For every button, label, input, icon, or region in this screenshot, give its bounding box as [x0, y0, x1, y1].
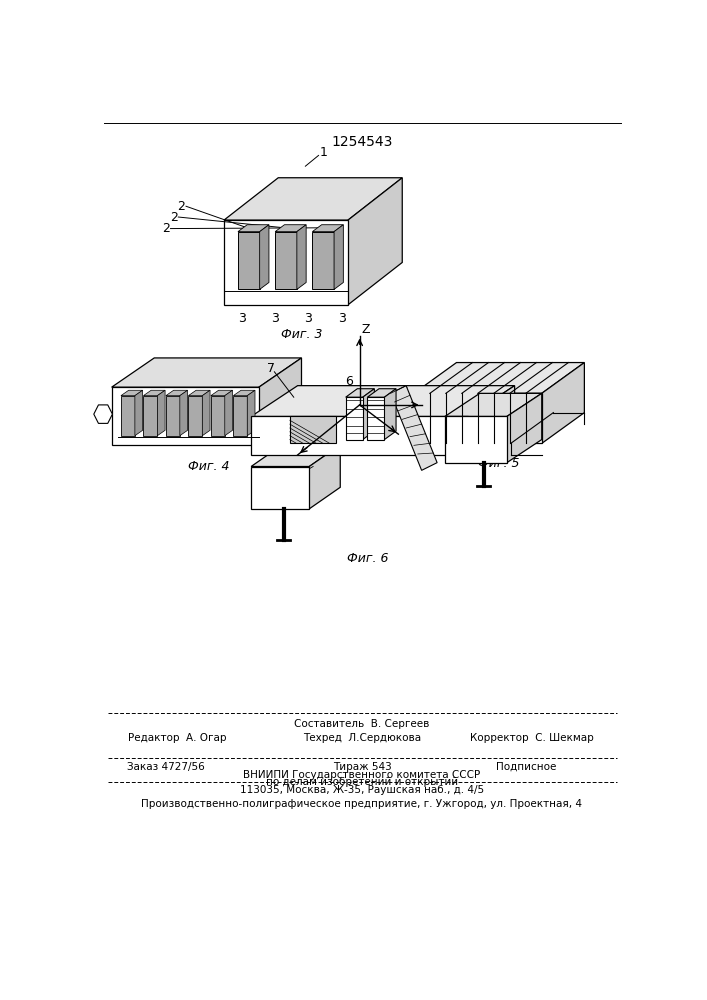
Text: 2: 2 — [170, 211, 177, 224]
Text: 3: 3 — [305, 312, 312, 325]
Polygon shape — [211, 390, 233, 396]
Polygon shape — [224, 178, 402, 220]
Polygon shape — [391, 386, 437, 470]
Text: Подписное: Подписное — [496, 762, 556, 772]
Polygon shape — [188, 396, 202, 436]
Polygon shape — [251, 386, 515, 416]
Text: 7: 7 — [267, 362, 274, 375]
Text: X: X — [425, 398, 433, 411]
Text: y': y' — [398, 435, 408, 445]
Text: 1254543: 1254543 — [332, 135, 392, 149]
Polygon shape — [414, 393, 542, 443]
Text: 2: 2 — [177, 200, 185, 213]
Polygon shape — [312, 225, 344, 232]
Polygon shape — [507, 393, 542, 463]
Polygon shape — [309, 445, 340, 509]
Polygon shape — [414, 363, 585, 393]
Polygon shape — [363, 389, 374, 440]
Polygon shape — [238, 232, 259, 289]
Polygon shape — [385, 389, 396, 440]
Polygon shape — [94, 405, 112, 423]
Text: 3: 3 — [338, 312, 346, 325]
Polygon shape — [275, 225, 306, 232]
Polygon shape — [112, 387, 259, 445]
Polygon shape — [368, 389, 396, 397]
Text: Фиг. 5: Фиг. 5 — [479, 457, 520, 470]
Polygon shape — [188, 390, 210, 396]
Text: 5: 5 — [272, 423, 280, 436]
Polygon shape — [348, 178, 402, 305]
Polygon shape — [224, 220, 348, 305]
Text: Корректор  С. Шекмар: Корректор С. Шекмар — [469, 733, 594, 743]
Polygon shape — [211, 396, 225, 436]
Polygon shape — [238, 225, 269, 232]
Text: Редактор  А. Огар: Редактор А. Огар — [128, 733, 227, 743]
Text: по делам изобретений и открытий: по делам изобретений и открытий — [266, 777, 458, 787]
Text: d: d — [279, 479, 286, 489]
Polygon shape — [259, 225, 269, 289]
Polygon shape — [135, 390, 143, 436]
Text: Z: Z — [361, 323, 370, 336]
Text: 3: 3 — [238, 312, 246, 325]
Polygon shape — [346, 389, 374, 397]
Text: 2: 2 — [162, 222, 170, 235]
Polygon shape — [166, 390, 187, 396]
Polygon shape — [312, 232, 334, 289]
Polygon shape — [247, 390, 255, 436]
Polygon shape — [233, 396, 247, 436]
Text: 6: 6 — [346, 375, 354, 388]
Text: Производственно-полиграфическое предприятие, г. Ужгород, ул. Проектная, 4: Производственно-полиграфическое предприя… — [141, 799, 583, 809]
Text: 113035, Москва, Ж-35, Раушская наб., д. 4/5: 113035, Москва, Ж-35, Раушская наб., д. … — [240, 785, 484, 795]
Polygon shape — [121, 396, 135, 436]
Polygon shape — [121, 390, 143, 396]
Polygon shape — [297, 225, 306, 289]
Polygon shape — [144, 390, 165, 396]
Polygon shape — [259, 358, 301, 445]
Text: Фиг. 4: Фиг. 4 — [188, 460, 229, 473]
Polygon shape — [202, 390, 210, 436]
Polygon shape — [112, 358, 301, 387]
Polygon shape — [445, 393, 542, 416]
Polygon shape — [290, 416, 337, 443]
Text: 3: 3 — [271, 312, 279, 325]
Polygon shape — [368, 397, 385, 440]
Text: Составитель  В. Сергеев: Составитель В. Сергеев — [294, 719, 430, 729]
Polygon shape — [251, 445, 340, 466]
Polygon shape — [144, 396, 158, 436]
Polygon shape — [225, 390, 233, 436]
Polygon shape — [166, 396, 180, 436]
Text: Техред  Л.Сердюкова: Техред Л.Сердюкова — [303, 733, 421, 743]
Text: Заказ 4727/56: Заказ 4727/56 — [127, 762, 205, 772]
Text: Тираж 543: Тираж 543 — [332, 762, 392, 772]
Polygon shape — [275, 232, 297, 289]
Polygon shape — [251, 416, 468, 455]
Polygon shape — [468, 386, 515, 455]
Polygon shape — [233, 390, 255, 396]
Polygon shape — [542, 363, 585, 443]
Text: y: y — [286, 455, 293, 468]
Polygon shape — [251, 466, 309, 509]
Text: 1: 1 — [320, 146, 327, 159]
Polygon shape — [334, 225, 344, 289]
Polygon shape — [445, 416, 507, 463]
Text: 5: 5 — [402, 386, 409, 399]
Text: Фиг. 6: Фиг. 6 — [346, 552, 388, 565]
Text: Фиг. 3: Фиг. 3 — [281, 328, 322, 341]
Polygon shape — [158, 390, 165, 436]
Polygon shape — [180, 390, 187, 436]
Text: ВНИИПИ Государственного комитета СССР: ВНИИПИ Государственного комитета СССР — [243, 770, 481, 780]
Polygon shape — [346, 397, 363, 440]
